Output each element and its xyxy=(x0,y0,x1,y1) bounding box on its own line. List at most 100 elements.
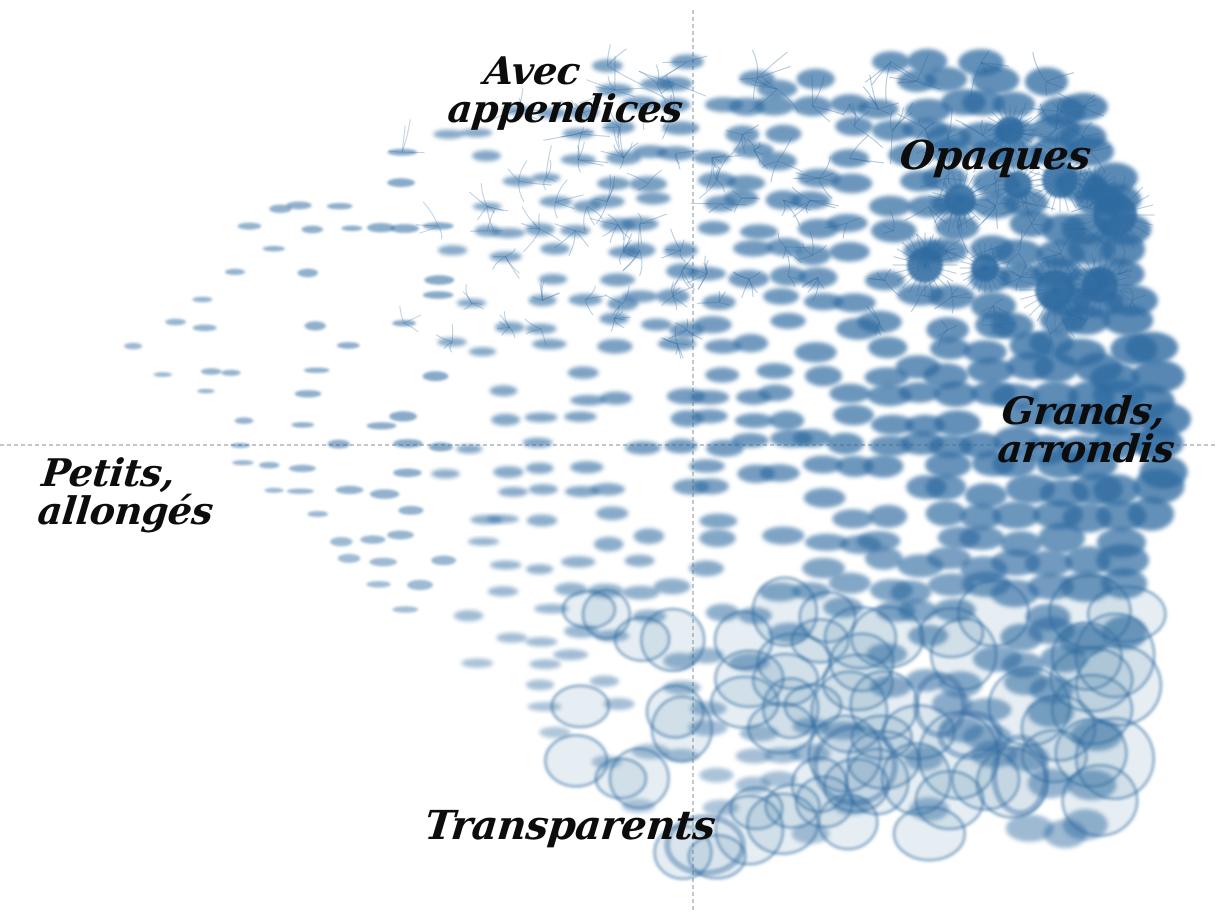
organism xyxy=(856,531,901,551)
organism xyxy=(307,511,329,517)
organism xyxy=(539,196,573,208)
organism xyxy=(597,177,631,190)
organism xyxy=(489,251,522,262)
organism xyxy=(537,107,567,119)
organism xyxy=(336,342,360,349)
organism xyxy=(765,190,801,210)
organism xyxy=(805,533,849,551)
organism xyxy=(124,342,143,350)
organism xyxy=(933,381,978,408)
organism xyxy=(596,506,629,521)
organism xyxy=(762,526,805,545)
organism xyxy=(528,294,557,307)
organism xyxy=(890,580,932,604)
organism xyxy=(600,391,633,405)
organism xyxy=(568,293,603,306)
organism xyxy=(525,462,554,474)
organism xyxy=(259,462,280,469)
organism xyxy=(1059,92,1108,121)
transparent-organism xyxy=(892,805,967,862)
transparent-organism xyxy=(550,684,611,729)
organism xyxy=(297,268,318,278)
organism xyxy=(802,557,845,579)
organism xyxy=(798,267,838,288)
label-left-line-1: Petits, xyxy=(39,450,177,495)
organism xyxy=(925,474,967,500)
organism xyxy=(560,154,596,166)
organism xyxy=(525,323,557,334)
organism xyxy=(564,411,597,422)
organism xyxy=(723,189,759,207)
organism xyxy=(699,767,734,783)
organism xyxy=(460,128,493,138)
organism xyxy=(699,529,736,547)
organism xyxy=(264,487,284,493)
organism xyxy=(697,221,730,235)
organism xyxy=(961,89,1005,116)
organism xyxy=(288,464,316,472)
opaque-organism xyxy=(944,184,976,216)
organism xyxy=(1033,352,1079,383)
organism xyxy=(926,317,969,343)
organism xyxy=(621,290,659,303)
organism xyxy=(502,176,536,187)
organism xyxy=(570,461,604,474)
organism xyxy=(623,242,656,258)
organism xyxy=(924,66,968,92)
organism xyxy=(793,429,832,448)
organism xyxy=(994,239,1043,268)
organism xyxy=(234,417,254,425)
organism xyxy=(641,318,672,331)
organism xyxy=(758,384,794,402)
organism xyxy=(1065,136,1114,167)
organism xyxy=(539,726,571,739)
organism xyxy=(526,514,558,527)
organism xyxy=(589,195,625,208)
opaque-organism xyxy=(1093,193,1137,237)
organism xyxy=(1062,809,1108,841)
organism xyxy=(562,128,595,139)
organism xyxy=(925,452,972,478)
organism xyxy=(494,321,525,334)
organism xyxy=(431,555,456,566)
ring-organism xyxy=(991,734,1049,816)
organism xyxy=(392,320,416,327)
organism xyxy=(1133,468,1185,504)
organism xyxy=(597,339,633,354)
organism xyxy=(330,537,353,547)
organism xyxy=(970,292,1017,320)
organism xyxy=(592,59,623,73)
organism xyxy=(963,340,1007,364)
organism xyxy=(828,572,871,594)
organism xyxy=(796,68,835,90)
organism xyxy=(731,433,769,448)
label-top-line-1: Avec xyxy=(482,48,583,93)
organism xyxy=(538,273,568,285)
organism xyxy=(625,441,661,455)
organism xyxy=(192,324,217,332)
organism xyxy=(303,367,330,373)
organism xyxy=(433,129,465,139)
organism xyxy=(525,223,555,236)
organism xyxy=(522,437,553,448)
organism xyxy=(871,219,917,243)
organism xyxy=(699,513,738,529)
organism xyxy=(387,148,418,156)
label-left-line-2: allongés xyxy=(35,488,216,533)
label-grands-arrondis: Grands, arrondis xyxy=(996,388,1180,471)
organism xyxy=(526,564,554,575)
opaque-organism xyxy=(1083,176,1107,200)
organism xyxy=(633,528,665,544)
organism xyxy=(493,466,524,478)
specimen-cloud xyxy=(124,44,1191,881)
label-top-line-2: appendices xyxy=(445,86,685,131)
organism xyxy=(540,243,570,255)
organism xyxy=(501,105,534,115)
organism xyxy=(759,464,800,482)
organism xyxy=(437,337,467,347)
organism xyxy=(366,422,397,430)
organism xyxy=(153,372,172,377)
organism xyxy=(870,414,914,435)
organism xyxy=(735,748,773,764)
organism xyxy=(490,560,522,570)
